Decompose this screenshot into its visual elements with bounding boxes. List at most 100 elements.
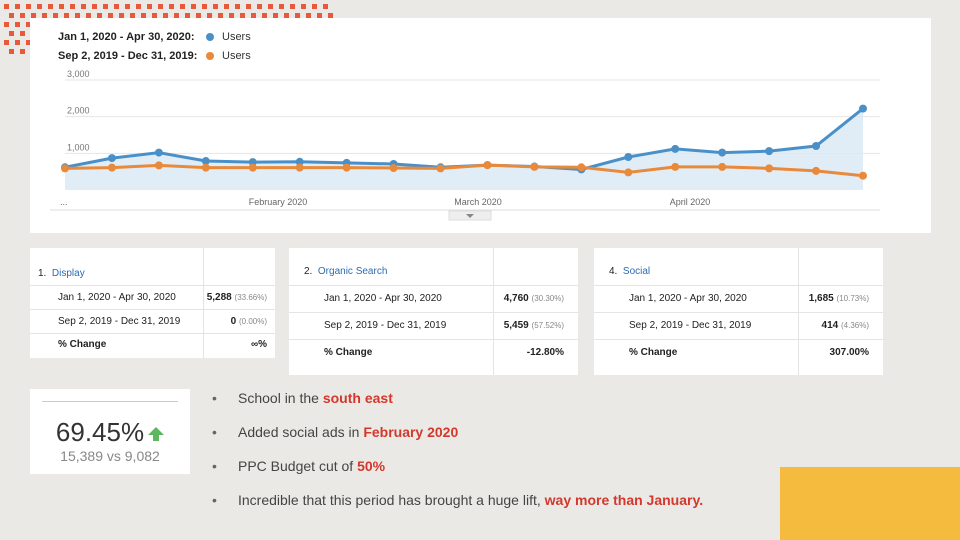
bullet-text: School in the xyxy=(238,390,323,406)
data-point-2019 xyxy=(342,163,351,172)
decorative-dot xyxy=(158,4,163,9)
kpi-comparison: 15,389 vs 9,082 xyxy=(60,448,160,464)
channel-title[interactable]: 4. Social xyxy=(609,266,650,277)
bullet-marker: • xyxy=(212,390,217,406)
list-item: • PPC Budget cut of 50% xyxy=(212,457,772,491)
legend-dot-2020 xyxy=(206,33,214,41)
table-header-row: 2. Organic Search xyxy=(289,248,578,286)
channel-title[interactable]: 2. Organic Search xyxy=(304,266,387,277)
x-tick-label: February 2020 xyxy=(249,197,308,207)
legend-item-2020[interactable]: Jan 1, 2020 - Apr 30, 2020: Users xyxy=(58,31,251,43)
decorative-dot xyxy=(15,4,20,9)
list-item: • School in the south east xyxy=(212,389,772,423)
decorative-dot xyxy=(4,40,9,45)
data-point-2020 xyxy=(295,157,304,166)
bullet-marker: • xyxy=(212,424,217,440)
decorative-dot xyxy=(97,13,102,18)
data-point-2020 xyxy=(859,104,867,113)
decorative-dot xyxy=(4,22,9,27)
bullet-marker: • xyxy=(212,492,217,508)
data-point-2019 xyxy=(436,164,445,173)
legend-metric-2020: Users xyxy=(222,31,251,43)
channel-link-social[interactable]: Social xyxy=(622,266,651,277)
line-chart: 3,000 2,000 1,000... February 2020 March 202… xyxy=(50,69,880,221)
channel-title[interactable]: 1. Display xyxy=(38,268,85,279)
data-point-2020 xyxy=(154,148,163,157)
organic-search-channel-table: 2. Organic Search Jan 1, 2020 - Apr 30, … xyxy=(289,248,578,375)
kpi-divider xyxy=(42,401,178,402)
decorative-dot xyxy=(64,13,69,18)
y-tick-label: 3,000 xyxy=(67,69,90,79)
data-point-2019 xyxy=(107,163,116,172)
value-percent: (33.66%) xyxy=(234,293,267,302)
decorative-dot xyxy=(9,13,14,18)
row-value: 1,685 (10.73%) xyxy=(809,293,869,304)
decorative-dot xyxy=(108,13,113,18)
row-value: 5,459 (57.52%) xyxy=(504,320,564,331)
row-label: Jan 1, 2020 - Apr 30, 2020 xyxy=(58,292,176,303)
decorative-dot xyxy=(202,4,207,9)
decorative-dot xyxy=(284,13,289,18)
list-item: • Added social ads in February 2020 xyxy=(212,423,772,457)
column-divider xyxy=(493,248,494,375)
channel-link-organic-search[interactable]: Organic Search xyxy=(317,266,388,277)
legend-item-2019[interactable]: Sep 2, 2019 - Dec 31, 2019: Users xyxy=(58,50,251,62)
data-point-2019 xyxy=(671,162,680,171)
value-number: 0 xyxy=(230,316,237,327)
change-label: % Change xyxy=(58,339,107,350)
row-label: Sep 2, 2019 - Dec 31, 2019 xyxy=(629,320,752,331)
decorative-dot xyxy=(26,40,31,45)
decorative-dot xyxy=(103,4,108,9)
channel-index: 4. xyxy=(609,266,618,277)
decorative-dot xyxy=(262,13,267,18)
decorative-dot xyxy=(9,49,14,54)
data-point-2020 xyxy=(107,154,116,163)
decorative-dot xyxy=(70,4,75,9)
decorative-corner-block xyxy=(780,467,960,540)
decorative-dot xyxy=(328,13,333,18)
decorative-dot xyxy=(42,13,47,18)
decorative-dot xyxy=(191,4,196,9)
data-point-2019 xyxy=(577,163,586,172)
series-area-2020 xyxy=(65,108,863,190)
value-number: 1,685 xyxy=(808,293,834,304)
decorative-dot xyxy=(279,4,284,9)
value-percent: (10.73%) xyxy=(836,294,869,303)
decorative-dot xyxy=(240,13,245,18)
data-point-2019 xyxy=(248,163,257,172)
data-point-2020 xyxy=(765,147,774,156)
legend-dot-2019 xyxy=(206,52,214,60)
change-value: -12.80% xyxy=(526,347,564,358)
row-value: 0 (0.00%) xyxy=(231,316,267,327)
decorative-dot xyxy=(290,4,295,9)
decorative-dot xyxy=(306,13,311,18)
value-number: 414 xyxy=(821,320,839,331)
data-point-2019 xyxy=(61,164,69,173)
row-label: Sep 2, 2019 - Dec 31, 2019 xyxy=(58,316,181,327)
decorative-dot xyxy=(229,13,234,18)
channel-link-display[interactable]: Display xyxy=(51,268,85,279)
data-point-2019 xyxy=(530,162,539,171)
decorative-dot xyxy=(20,31,25,36)
bullet-text: Incredible that this period has brought … xyxy=(238,492,545,508)
expand-more-icon xyxy=(466,214,474,218)
decorative-dot xyxy=(273,13,278,18)
decorative-dot xyxy=(169,4,174,9)
decorative-dot xyxy=(136,4,141,9)
decorative-dot xyxy=(301,4,306,9)
decorative-dot xyxy=(31,13,36,18)
change-row: % Change 307.00% xyxy=(594,339,883,366)
data-point-2019 xyxy=(812,166,821,175)
value-percent: (30.30%) xyxy=(531,294,564,303)
bullet-highlight: south east xyxy=(322,390,393,406)
decorative-dot xyxy=(174,13,179,18)
data-point-2020 xyxy=(201,157,210,166)
data-point-2019 xyxy=(389,164,398,172)
data-point-2019 xyxy=(295,163,304,172)
table-row: Sep 2, 2019 - Dec 31, 2019 5,459 (57.52%… xyxy=(289,312,578,340)
decorative-dot xyxy=(81,4,86,9)
data-point-2019 xyxy=(154,161,163,170)
decorative-dot xyxy=(15,40,20,45)
channel-index: 2. xyxy=(304,266,313,277)
decorative-dot xyxy=(268,4,273,9)
